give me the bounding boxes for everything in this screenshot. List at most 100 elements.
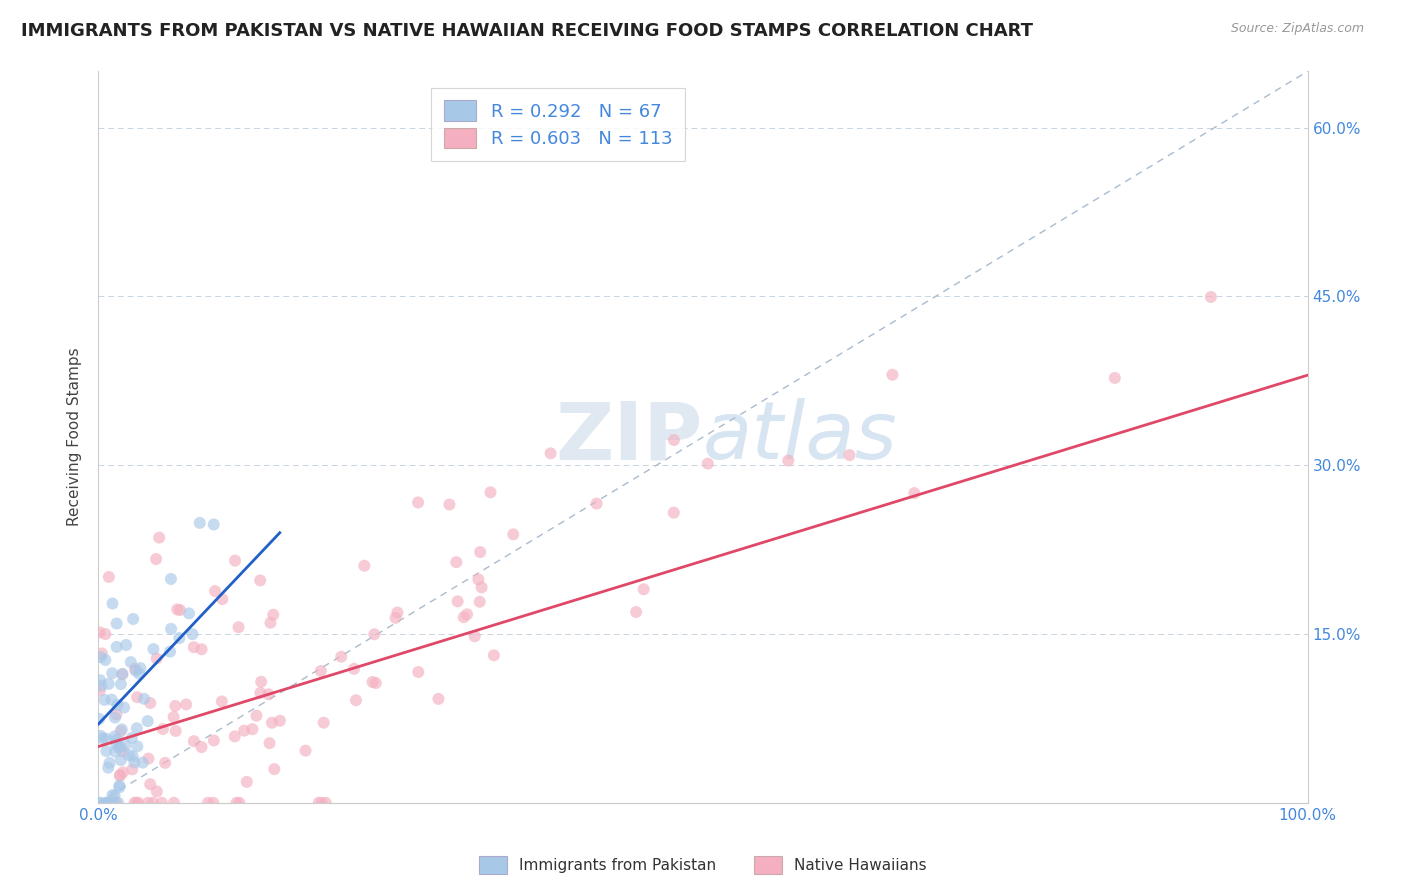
Point	[353, 558, 375, 573]
Point	[181, 627, 204, 641]
Point	[211, 694, 233, 708]
Point	[235, 775, 257, 789]
Point	[105, 707, 128, 722]
Point	[408, 665, 430, 679]
Point	[104, 710, 127, 724]
Point	[129, 661, 152, 675]
Point	[163, 796, 186, 810]
Point	[108, 768, 131, 782]
Point	[110, 753, 132, 767]
Point	[224, 730, 246, 744]
Point	[468, 595, 491, 609]
Point	[104, 730, 127, 744]
Point	[882, 368, 904, 382]
Point	[98, 796, 121, 810]
Point	[90, 729, 112, 743]
Point	[165, 723, 187, 738]
Point	[364, 676, 387, 690]
Point	[453, 610, 475, 624]
Point	[94, 796, 117, 810]
Point	[105, 796, 128, 810]
Point	[148, 531, 170, 545]
Point	[153, 756, 176, 770]
Point	[110, 740, 132, 755]
Point	[125, 664, 148, 678]
Point	[447, 594, 470, 608]
Point	[174, 698, 197, 712]
Point	[124, 796, 146, 810]
Point	[177, 607, 200, 621]
Point	[101, 796, 124, 810]
Point	[1199, 290, 1222, 304]
Point	[269, 714, 291, 728]
Point	[118, 748, 141, 763]
Point	[97, 796, 120, 810]
Point	[387, 606, 409, 620]
Point	[160, 622, 183, 636]
Point	[166, 602, 188, 616]
Point	[127, 690, 149, 705]
Point	[142, 796, 165, 810]
Point	[90, 647, 112, 661]
Point	[250, 674, 273, 689]
Point	[125, 796, 148, 810]
Point	[202, 733, 225, 747]
Point	[152, 722, 174, 736]
Point	[136, 714, 159, 728]
Point	[114, 738, 136, 752]
Point	[103, 789, 125, 803]
Point	[479, 485, 502, 500]
Point	[89, 673, 111, 688]
Legend: Immigrants from Pakistan, Native Hawaiians: Immigrants from Pakistan, Native Hawaiia…	[474, 850, 932, 880]
Point	[263, 762, 285, 776]
Point	[104, 745, 127, 759]
Point	[101, 788, 124, 802]
Point	[98, 796, 121, 810]
Point	[165, 698, 187, 713]
Point	[101, 666, 124, 681]
Point	[406, 495, 429, 509]
Point	[115, 638, 138, 652]
Point	[482, 648, 505, 663]
Point	[87, 796, 110, 810]
Y-axis label: Receiving Food Stamps: Receiving Food Stamps	[67, 348, 83, 526]
Point	[470, 545, 492, 559]
Point	[169, 631, 191, 645]
Point	[111, 765, 134, 780]
Point	[105, 732, 128, 747]
Point	[838, 448, 860, 462]
Point	[124, 756, 146, 770]
Point	[903, 486, 925, 500]
Point	[121, 731, 143, 745]
Point	[202, 796, 225, 810]
Point	[190, 642, 212, 657]
Point	[107, 796, 129, 810]
Point	[163, 710, 186, 724]
Text: ZIP: ZIP	[555, 398, 703, 476]
Point	[211, 592, 233, 607]
Point	[439, 498, 461, 512]
Point	[94, 653, 117, 667]
Point	[540, 446, 562, 460]
Point	[471, 580, 494, 594]
Point	[150, 796, 173, 810]
Point	[97, 796, 120, 810]
Point	[249, 574, 271, 588]
Point	[330, 649, 353, 664]
Text: IMMIGRANTS FROM PAKISTAN VS NATIVE HAWAIIAN RECEIVING FOOD STAMPS CORRELATION CH: IMMIGRANTS FROM PAKISTAN VS NATIVE HAWAI…	[21, 22, 1033, 40]
Point	[100, 692, 122, 706]
Point	[778, 453, 800, 467]
Point	[225, 796, 247, 810]
Point	[633, 582, 655, 597]
Point	[197, 796, 219, 810]
Point	[145, 552, 167, 566]
Point	[96, 731, 118, 746]
Point	[108, 769, 131, 783]
Point	[361, 675, 384, 690]
Point	[131, 756, 153, 770]
Point	[125, 721, 148, 735]
Point	[169, 603, 191, 617]
Point	[93, 693, 115, 707]
Point	[456, 607, 478, 622]
Point	[259, 615, 281, 630]
